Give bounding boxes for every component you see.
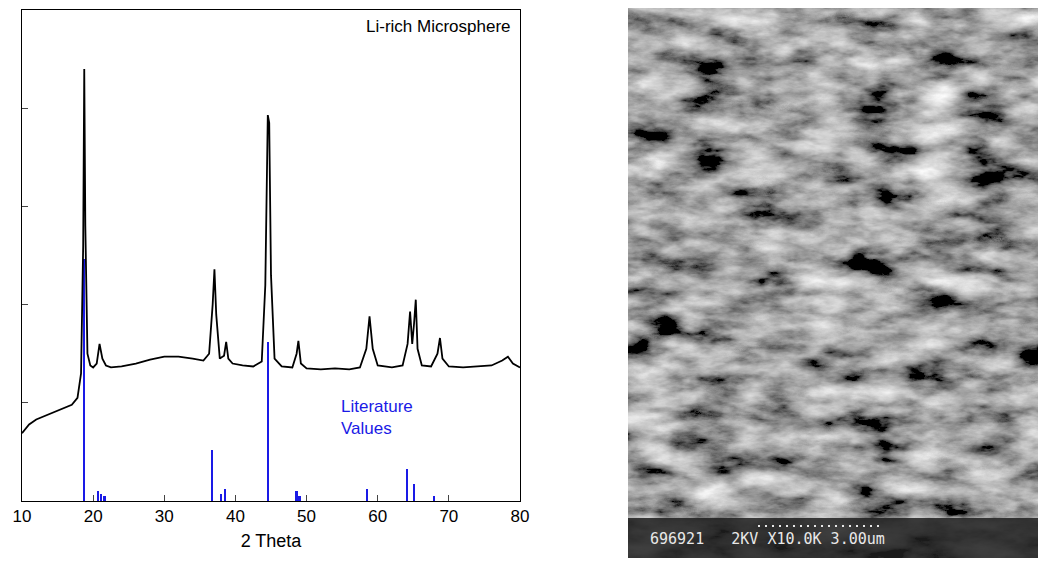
svg-text:10: 10 [13, 507, 32, 526]
svg-text:LiteratureValues: LiteratureValues [341, 397, 413, 438]
svg-text:80: 80 [511, 507, 530, 526]
svg-text:2 Theta: 2 Theta [241, 531, 303, 551]
svg-text:Li-rich Microsphere: Li-rich Microsphere [366, 17, 511, 36]
svg-text:60: 60 [368, 507, 387, 526]
svg-text:70: 70 [439, 507, 458, 526]
svg-text:40: 40 [226, 507, 245, 526]
svg-text:50: 50 [297, 507, 316, 526]
svg-text:696921 2KV X10.0K 3.00um: 696921 2KV X10.0K 3.00um [650, 530, 885, 548]
svg-text:30: 30 [155, 507, 174, 526]
svg-text:20: 20 [84, 507, 103, 526]
